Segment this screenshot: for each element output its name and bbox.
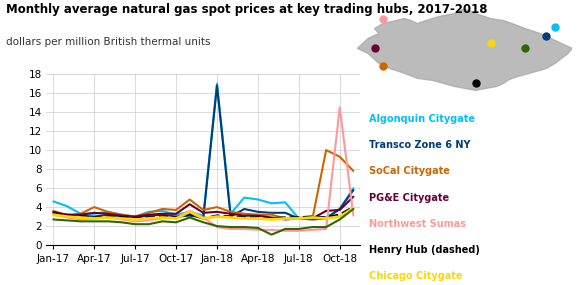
Text: SoCal Citygate: SoCal Citygate [369,166,450,176]
Text: Transco Zone 6 NY: Transco Zone 6 NY [369,140,471,150]
Text: Chicago Citygate: Chicago Citygate [369,271,462,281]
Text: Algonquin Citygate: Algonquin Citygate [369,114,475,124]
Text: Monthly average natural gas spot prices at key trading hubs, 2017-2018: Monthly average natural gas spot prices … [6,3,487,16]
Text: Northwest Sumas: Northwest Sumas [369,219,466,229]
Text: PG&E Citygate: PG&E Citygate [369,193,449,203]
Polygon shape [357,9,572,90]
Text: dollars per million British thermal units: dollars per million British thermal unit… [6,37,210,47]
Text: Henry Hub (dashed): Henry Hub (dashed) [369,245,480,255]
